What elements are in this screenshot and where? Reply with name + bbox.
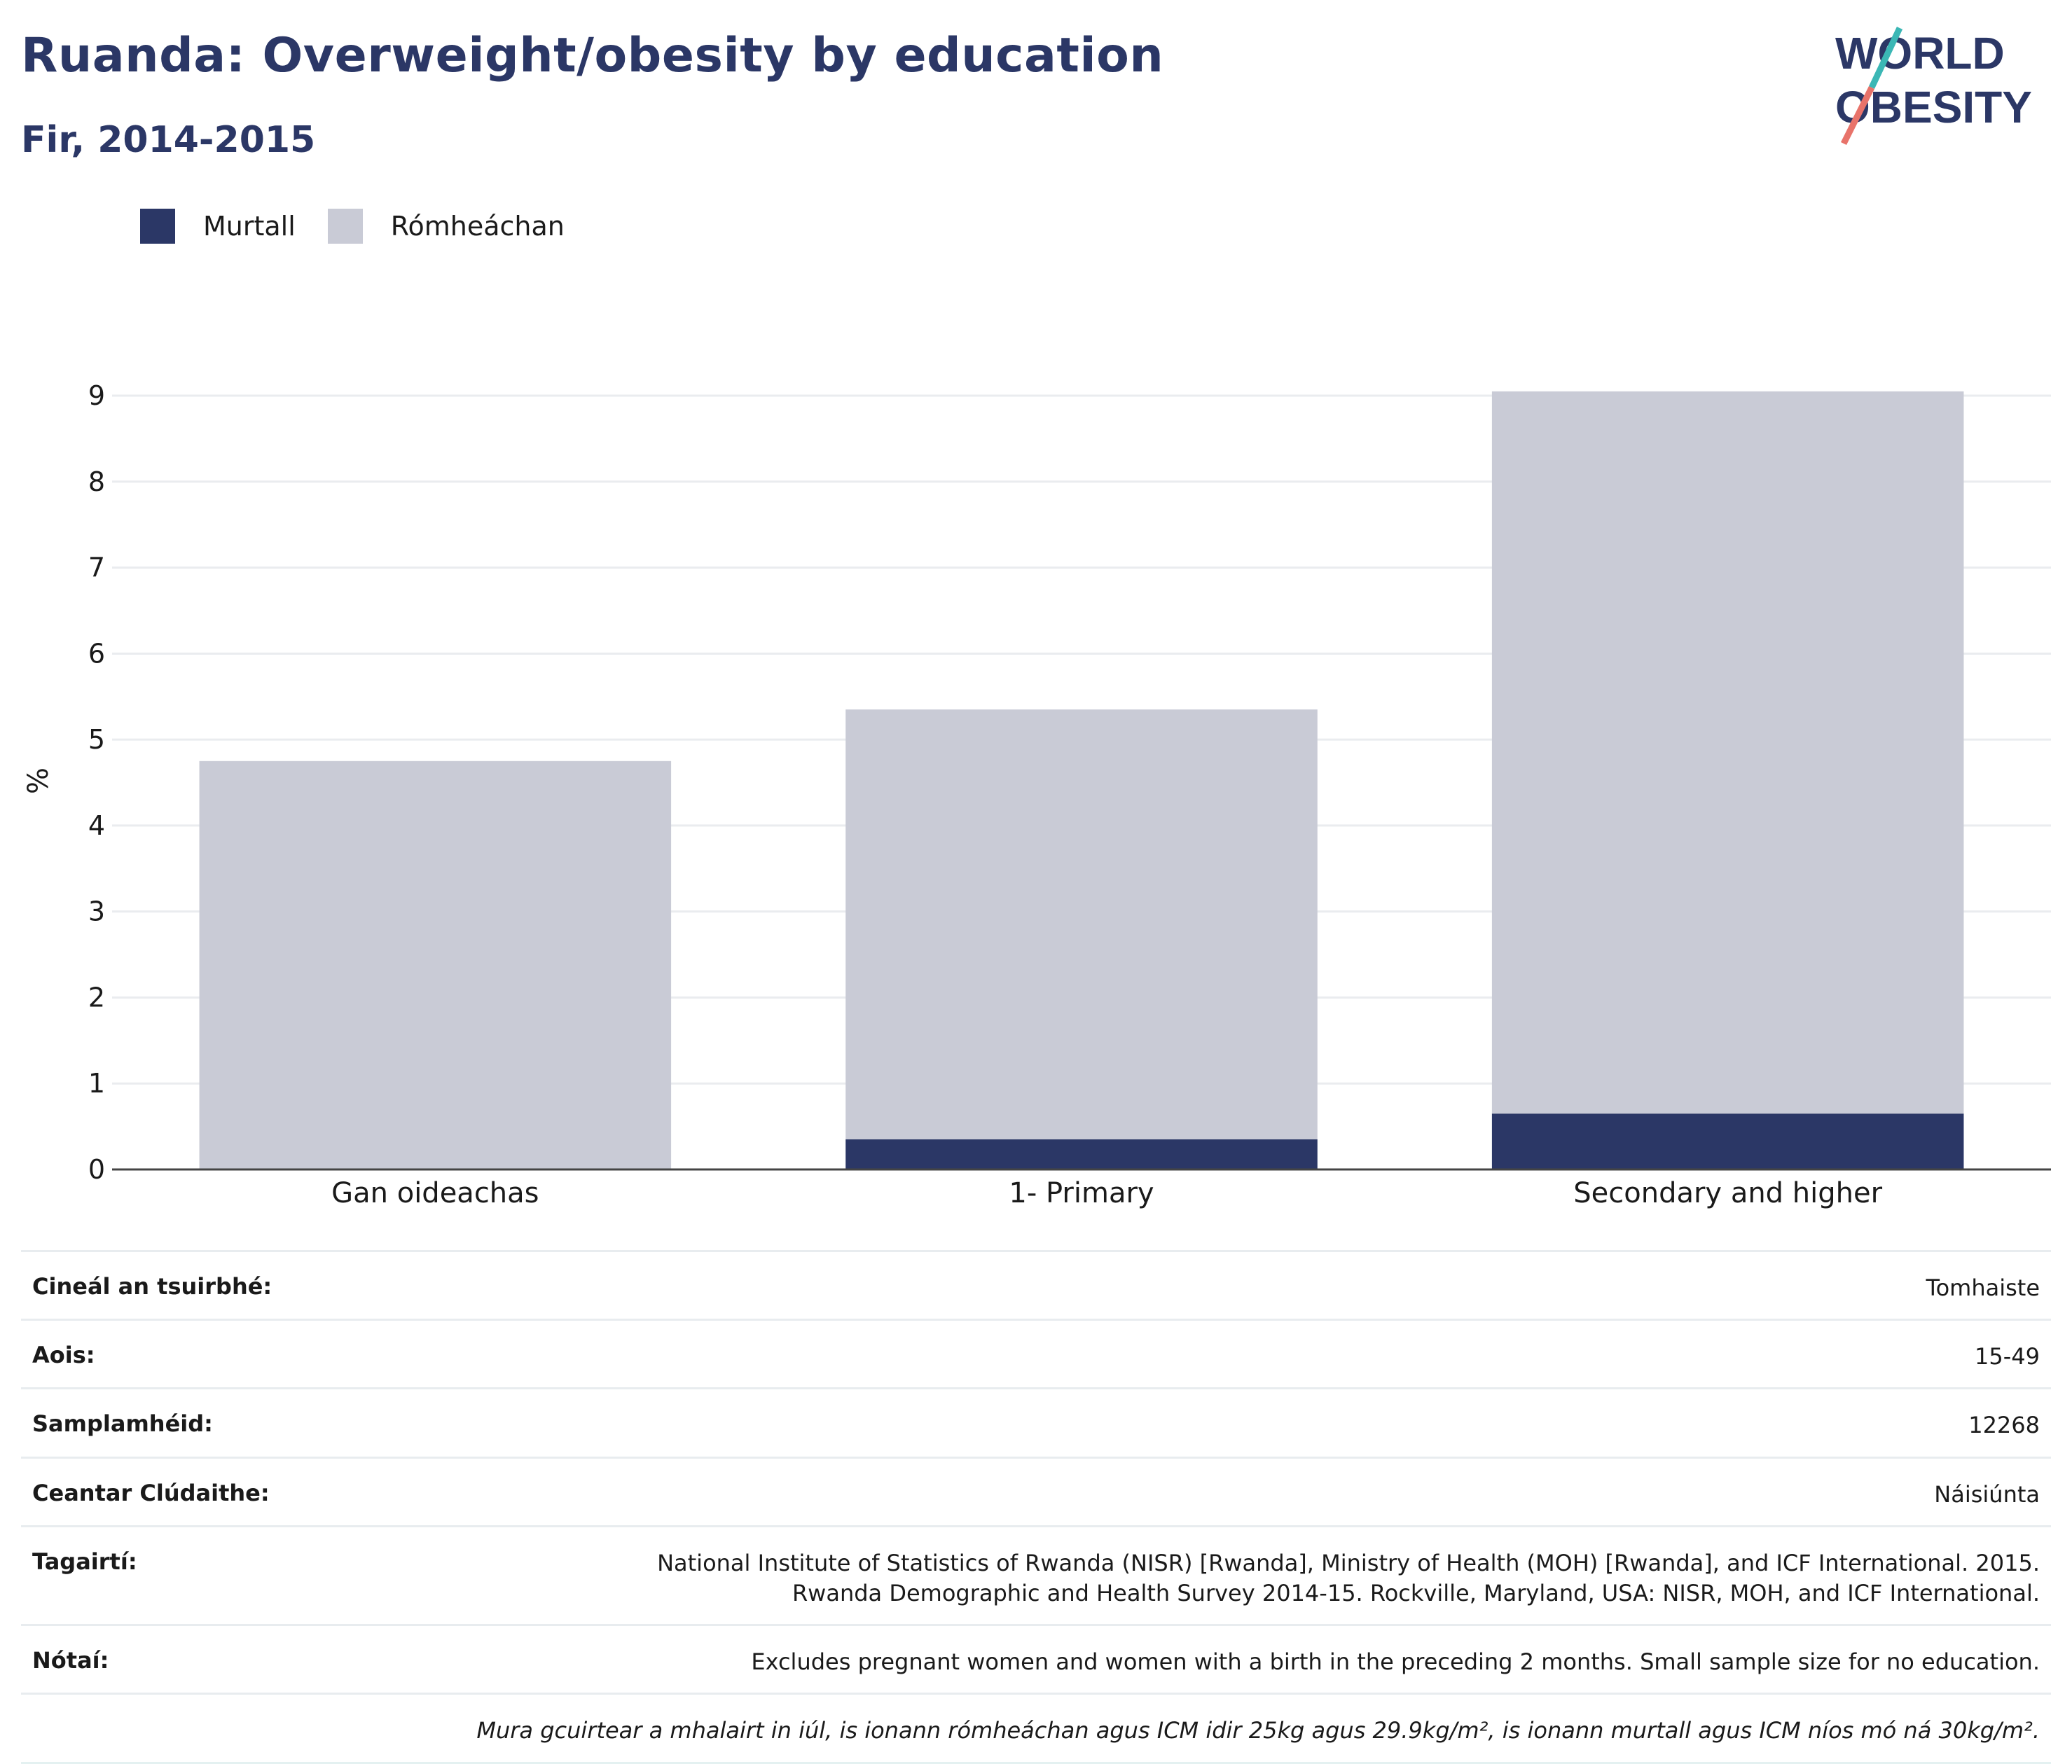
y-tick-label: 7 [88, 553, 105, 583]
meta-label: Tagairtí: [32, 1548, 137, 1575]
y-tick-label: 2 [88, 982, 105, 1013]
bar-obese [1491, 1113, 1964, 1169]
bar-overweight [845, 709, 1318, 1140]
survey-info-table: Cineál an tsuirbhé: Tomhaiste Aois: 15-4… [21, 1250, 2051, 1764]
legend-item-overweight[interactable]: Rómheáchan [327, 209, 565, 244]
bar-overweight [1491, 391, 1964, 1114]
svg-text:WORLD: WORLD [1835, 28, 2005, 78]
chart-title: Ruanda: Overweight/obesity by education [21, 28, 1164, 83]
meta-row-sample-size: Samplamhéid: 12268 [21, 1387, 2051, 1456]
y-tick-label: 8 [88, 466, 105, 497]
meta-value: 15-49 [1975, 1343, 2040, 1370]
meta-row-age: Aois: 15-49 [21, 1319, 2051, 1387]
meta-value: 12268 [1968, 1412, 2040, 1439]
meta-row-definition: Mura gcuirtear a mhalairt in iúl, is ion… [21, 1693, 2051, 1764]
legend-swatch-obese [140, 209, 175, 244]
meta-row-references: Tagairtí: National Institute of Statisti… [21, 1525, 2051, 1624]
y-tick-label: 9 [88, 380, 105, 411]
chart-subtitle: Fir, 2014-2015 [21, 119, 316, 161]
meta-value: Náisiúnta [1934, 1480, 2040, 1508]
meta-value: Mura gcuirtear a mhalairt in iúl, is ion… [476, 1717, 2040, 1744]
legend-swatch-overweight [327, 209, 363, 244]
legend-label-obese: Murtall [203, 211, 296, 242]
y-tick-label: 1 [88, 1068, 105, 1099]
y-tick-label: 3 [88, 896, 105, 927]
y-tick-label: 6 [88, 638, 105, 669]
y-tick-label: 0 [88, 1154, 105, 1185]
meta-value: Tomhaiste [1926, 1275, 2040, 1301]
bar-overweight [199, 761, 672, 1169]
x-tick-label: 1- Primary [1009, 1177, 1154, 1209]
meta-label: Nótaí: [32, 1647, 109, 1674]
meta-label: Cineál an tsuirbhé: [32, 1273, 272, 1300]
meta-label: Ceantar Clúdaithe: [32, 1479, 270, 1506]
meta-row-notes: Nótaí: Excludes pregnant women and women… [21, 1624, 2051, 1693]
y-tick-label: 5 [88, 724, 105, 755]
y-axis-label: % [22, 768, 55, 794]
meta-label: Aois: [32, 1342, 95, 1369]
y-tick-label: 4 [88, 810, 105, 841]
world-obesity-logo: WORLD OBESITY [1835, 27, 2032, 146]
bar-obese [845, 1139, 1318, 1169]
meta-row-survey-type: Cineál an tsuirbhé: Tomhaiste [21, 1250, 2051, 1319]
meta-label: Samplamhéid: [32, 1410, 213, 1438]
meta-row-coverage: Ceantar Clúdaithe: Náisiúnta [21, 1456, 2051, 1525]
meta-value: Excludes pregnant women and women with a… [751, 1648, 2040, 1676]
meta-value: National Institute of Statistics of Rwan… [657, 1549, 2040, 1606]
x-tick-label: Gan oideachas [331, 1177, 539, 1209]
legend-item-obese[interactable]: Murtall [140, 209, 296, 244]
legend: Murtall Rómheáchan [140, 207, 597, 246]
legend-label-overweight: Rómheáchan [390, 211, 565, 242]
bar-chart: 0 1 2 3 4 5 6 7 8 9% Gan oideachas 1- Primary Second… [22, 380, 2051, 1209]
x-tick-label: Secondary and higher [1573, 1177, 1882, 1209]
